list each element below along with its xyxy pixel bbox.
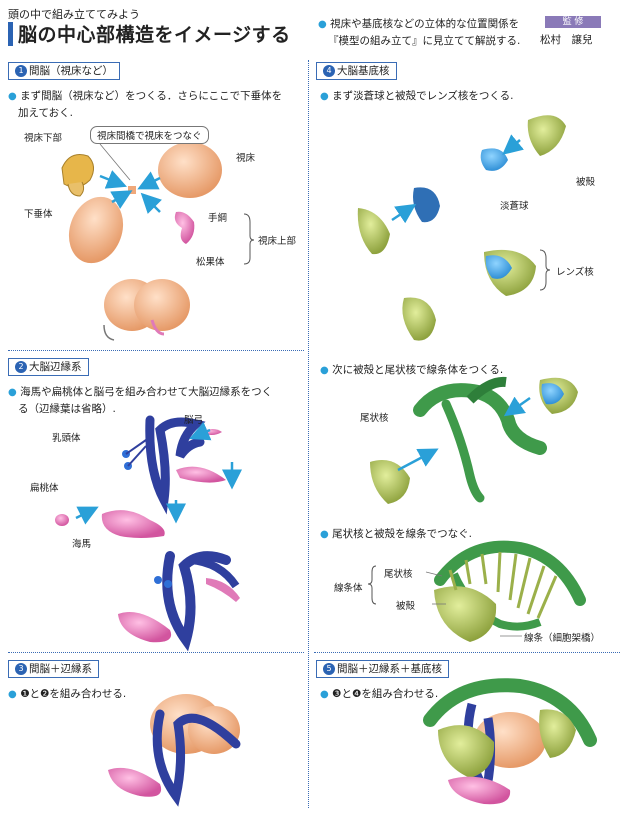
supervisor-tag: 監 修 (545, 16, 601, 28)
section-number-badge: 4 (323, 65, 335, 77)
intro-line-2: 『模型の組み立て』に見立てて解説する. (328, 35, 521, 47)
interthalamic-adhesion (128, 186, 136, 194)
combined-diencephalon-limbic (108, 694, 241, 807)
bullet-icon: ● (320, 529, 329, 540)
intro-line-1: 視床や基底核などの立体的な位置関係を (330, 18, 520, 30)
column-divider (308, 60, 309, 808)
label-caudate-2: 尾状核 (384, 569, 413, 580)
label-thalamus: 視床 (236, 153, 256, 164)
label-mammillary: 乳頭体 (52, 433, 81, 444)
section-2-desc-line-1: 海馬や扁桃体と脳弓を組み合わせて大脳辺縁系をつく (20, 386, 273, 398)
assembled-diencephalon (103, 279, 190, 341)
section-3-title: 間脳＋辺縁系 (29, 663, 92, 675)
label-striae: 線条（細胞架橋） (524, 633, 601, 644)
label-connect-box: 視床間橋で視床をつなぐ (90, 126, 209, 144)
section-4-desc-1: ● まず淡蒼球と被殻でレンズ核をつくる. (320, 88, 514, 105)
section-divider-3 (314, 652, 620, 653)
section-number-badge: 1 (15, 65, 27, 77)
section-3-header: 3 間脳＋辺縁系 (8, 660, 99, 678)
fornix-shape (145, 415, 206, 515)
pallidus-dark (413, 187, 440, 223)
section-divider-2 (8, 652, 304, 653)
label-hypothalamus: 視床下部 (24, 133, 63, 144)
section-4-header: 4 大脳基底核 (316, 62, 397, 80)
section-number-badge: 2 (15, 361, 27, 373)
bullet-icon: ● (8, 91, 17, 102)
thalamus-shapes (68, 142, 222, 264)
section-5-desc: ● ❸と❹を組み合わせる. (320, 686, 438, 703)
section-4-desc-2-text: 次に被殻と尾状核で線条体をつくる. (332, 364, 504, 376)
label-habenula: 手綱 (208, 213, 228, 224)
section-2-title: 大脳辺縁系 (29, 361, 82, 373)
section-5-header: 5 間脳＋辺縁系＋基底核 (316, 660, 449, 678)
label-caudate: 尾状核 (360, 413, 389, 424)
intro-text: ● 視床や基底核などの立体的な位置関係を 『模型の組み立て』に見立てて解説する. (318, 16, 528, 50)
section-number-badge: 3 (15, 663, 27, 675)
bullet-icon: ● (8, 689, 17, 700)
section-4-desc-3-text: 尾状核と被殻を線条でつなぐ. (332, 528, 472, 540)
bullet-icon: ● (320, 689, 329, 700)
section-1-desc: ● まず間脳（視床など）をつくる．さらにここで下垂体を 加えておく. (8, 88, 304, 122)
section-4-desc-2: ● 次に被殻と尾状核で線条体をつくる. (320, 362, 503, 379)
bullet-icon: ● (8, 387, 17, 398)
amygdala-shape (55, 514, 69, 526)
putamen-shape-bottom (402, 297, 436, 341)
section-2-desc: ● 海馬や扁桃体と脳弓を組み合わせて大脳辺縁系をつく る（辺縁葉は省略）. (8, 384, 304, 418)
section-5-desc-text: ❸と❹を組み合わせる. (332, 688, 439, 700)
putamen-shape-left (357, 208, 390, 255)
section-2-header: 2 大脳辺縁系 (8, 358, 89, 376)
label-epithalamus: 視床上部 (258, 236, 297, 247)
section-3-desc: ● ❶と❷を組み合わせる. (8, 686, 126, 703)
hippocampus-shape (101, 510, 165, 538)
section-4-desc-3: ● 尾状核と被殻を線条でつなぐ. (320, 526, 472, 543)
epithalamus-shapes (174, 211, 195, 244)
lentiform-nucleus (484, 249, 536, 296)
striatum-putamen (539, 377, 578, 414)
label-hippocampus: 海馬 (72, 539, 92, 550)
supervisor-name: 松村 譲兒 (540, 34, 593, 46)
striatum-putamen-left (370, 460, 410, 504)
label-putamen-2: 被殻 (396, 601, 416, 612)
section-4-desc-1-text: まず淡蒼球と被殻でレンズ核をつくる. (332, 90, 514, 102)
label-pineal: 松果体 (196, 257, 225, 268)
title-accent-bar (8, 22, 13, 46)
page-title: 脳の中心部構造をイメージする (18, 24, 291, 46)
label-striatum: 線条体 (334, 583, 363, 594)
bullet-icon: ● (320, 91, 329, 102)
section-1-desc-line-2: 加えておく. (18, 107, 73, 119)
combined-full-assembly (423, 678, 597, 805)
putamen-shape-top (527, 115, 566, 156)
section-5-title: 間脳＋辺縁系＋基底核 (337, 663, 442, 675)
section-4-title: 大脳基底核 (337, 65, 390, 77)
limbic-pink-ribbon (176, 466, 226, 483)
mammillary-bodies (122, 439, 147, 470)
section-divider-1 (8, 350, 304, 351)
label-putamen: 被殻 (576, 177, 596, 188)
globus-pallidus-shape (480, 148, 508, 171)
label-pituitary: 下垂体 (24, 209, 53, 220)
section-2-desc-line-2: る（辺縁葉は省略）. (18, 403, 116, 415)
label-globus-pallidus: 淡蒼球 (500, 201, 529, 212)
bullet-icon: ● (318, 19, 327, 30)
section-number-badge: 5 (323, 663, 335, 675)
label-fornix: 脳弓 (184, 415, 204, 426)
assembled-limbic (118, 551, 240, 652)
label-lentiform: レンズ核 (556, 267, 594, 278)
section-3-desc-text: ❶と❷を組み合わせる. (20, 688, 127, 700)
hypothalamus-shape (61, 154, 94, 197)
striae-assembly (434, 540, 586, 642)
section-1-title: 間脳（視床など） (29, 65, 113, 77)
label-amygdala: 扁桃体 (30, 483, 59, 494)
header-kicker: 頭の中で組み立ててみよう (8, 8, 140, 21)
section-1-desc-line-1: まず間脳（視床など）をつくる．さらにここで下垂体を (20, 90, 283, 102)
striatum-caudate (413, 376, 547, 503)
bullet-icon: ● (320, 365, 329, 376)
section-1-header: 1 間脳（視床など） (8, 62, 120, 80)
